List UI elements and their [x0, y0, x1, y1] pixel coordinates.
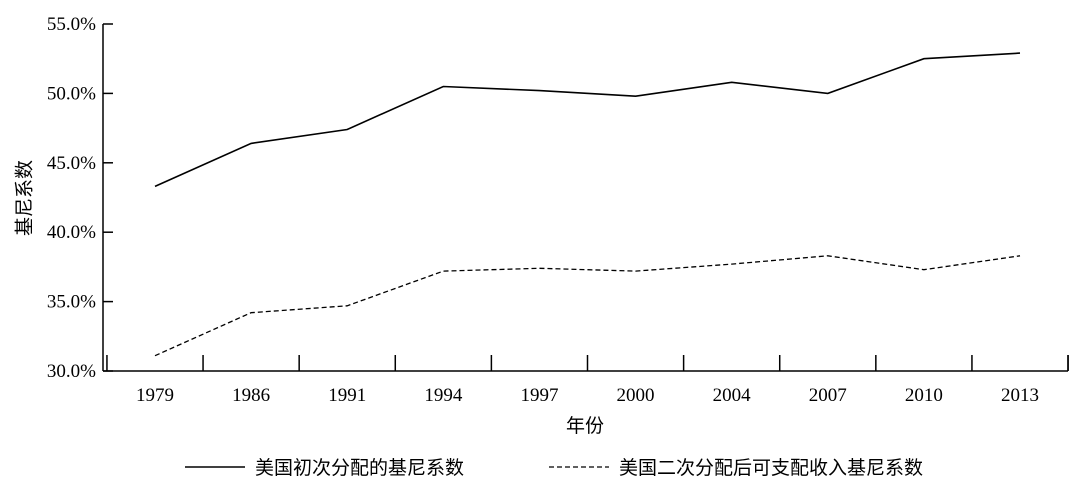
y-tick-label: 55.0%: [47, 14, 96, 35]
y-axis-title: 基尼系数: [14, 160, 36, 236]
x-tick-label: 1994: [424, 385, 463, 406]
series-lines: [154, 52, 1021, 357]
x-tick-label: 2007: [809, 385, 847, 406]
x-tick-label: 2013: [1001, 385, 1039, 406]
y-tick-label: 30.0%: [47, 361, 96, 382]
x-tick-label: 1991: [328, 385, 366, 406]
y-tick-label: 50.0%: [47, 83, 96, 104]
x-axis-ticks: 1979 1986 1991 1994 1997 2000 2004 2007 2010 2013: [106, 355, 1069, 406]
y-tick-label: 40.0%: [47, 222, 96, 243]
legend-label: 美国初次分配的基尼系数: [255, 457, 464, 479]
x-tick-label: 2000: [617, 385, 655, 406]
x-axis-title: 年份: [566, 415, 604, 437]
axes: [102, 24, 1068, 372]
y-tick-label: 35.0%: [47, 292, 96, 313]
x-tick-label: 2004: [713, 385, 752, 406]
series-line-primary-distribution: [154, 52, 1021, 188]
y-axis-ticks: 30.0% 35.0% 40.0% 45.0% 50.0% 55.0%: [47, 14, 113, 382]
x-tick-label: 1997: [520, 385, 558, 406]
y-tick-label: 45.0%: [47, 153, 96, 174]
x-tick-label: 1986: [232, 385, 270, 406]
x-tick-label: 1979: [136, 385, 174, 406]
legend: 美国初次分配的基尼系数 美国二次分配后可支配收入基尼系数: [185, 457, 923, 479]
series-line-secondary-distribution: [154, 255, 1021, 357]
x-tick-label: 2010: [905, 385, 943, 406]
legend-label: 美国二次分配后可支配收入基尼系数: [619, 457, 923, 479]
